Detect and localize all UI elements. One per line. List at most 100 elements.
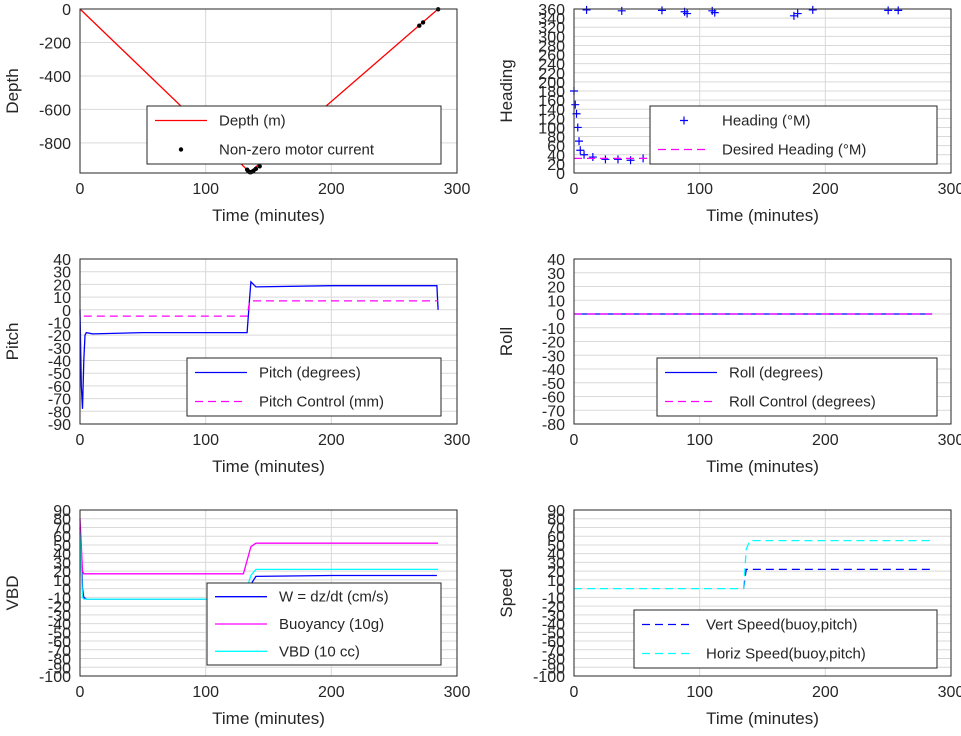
pitch-legend: Pitch (degrees) Pitch Control (mm) (186, 357, 442, 417)
pitch-ytick-label: -90 (48, 417, 71, 434)
speed-xtick-label: 0 (570, 684, 579, 701)
heading-ylabel: Heading (497, 59, 516, 122)
vbd-legend-label: Buoyancy (10g) (279, 616, 384, 633)
heading-ytick-label: 200 (538, 75, 565, 92)
vbd-ytick-label: -50 (48, 625, 71, 642)
heading-ytick-label: 280 (538, 38, 565, 55)
roll-legend-box (656, 357, 938, 417)
pitch-ylabel: Pitch (3, 323, 22, 361)
speed-ytick-label: -20 (542, 599, 565, 616)
roll-xtick-label: 300 (938, 432, 961, 449)
roll-legend-label: Roll Control (degrees) (729, 394, 876, 411)
depth-ytick-label: 0 (62, 2, 71, 19)
speed-ytick-label: 10 (547, 573, 565, 590)
heading-series-0-point (576, 146, 585, 155)
heading-series-0-point (657, 6, 666, 15)
roll-xtick-label: 0 (570, 432, 579, 449)
heading-series-0-point (808, 5, 817, 14)
speed-ytick-label: 40 (547, 547, 565, 564)
depth-legend: Depth (m) Non-zero motor current (146, 105, 442, 165)
vbd-legend-label: W = dz/dt (cm/s) (279, 589, 389, 606)
vbd-series-1-line (79, 518, 439, 575)
heading-ytick-label: 140 (538, 102, 565, 119)
roll-ytick-label: -10 (542, 321, 565, 338)
vbd-series-2-line (79, 531, 439, 600)
heading-series-0-point (580, 150, 589, 159)
heading-legend-label: Desired Heading (°M) (722, 142, 866, 159)
vbd-xtick-label: 200 (318, 684, 345, 701)
pitch-ytick-label: -60 (48, 379, 71, 396)
vbd-ytick-label: 50 (53, 538, 71, 555)
speed-ytick-label: 80 (547, 512, 565, 529)
heading-ytick-label: 340 (538, 11, 565, 28)
vbd-ytick-label: 60 (53, 529, 71, 546)
depth-xtick-label: 0 (76, 181, 85, 198)
speed-ytick-label: -80 (542, 652, 565, 669)
roll-xtick-label: 200 (812, 432, 839, 449)
depth-series-1-point (420, 20, 426, 25)
vbd-ytick-label: 70 (53, 520, 71, 537)
roll-ytick-label: -50 (542, 376, 565, 393)
heading-xtick-label: 100 (686, 181, 713, 198)
vbd-ytick-label: -100 (39, 669, 71, 686)
roll-ytick-label: 40 (547, 252, 565, 269)
speed-ylabel: Speed (497, 568, 516, 617)
pitch-legend-label: Pitch Control (mm) (259, 394, 384, 411)
pitch-xtick-label: 100 (192, 432, 219, 449)
depth-axes-box (79, 8, 458, 174)
roll-ytick-label: -40 (542, 362, 565, 379)
pitch-series-1-line (83, 300, 439, 317)
roll-ytick-label: 0 (556, 307, 565, 324)
depth-legend-box (146, 105, 442, 165)
vbd-ytick-label: -70 (48, 643, 71, 660)
depth-ytick-label: -400 (39, 69, 71, 86)
speed-ytick-label: -100 (533, 669, 565, 686)
vbd-ytick-label: 30 (53, 555, 71, 572)
pitch-xlabel: Time (minutes) (212, 457, 325, 476)
pitch-legend-box (186, 357, 442, 417)
roll-ytick-label: -80 (542, 417, 565, 434)
heading-series-0-point (613, 155, 622, 164)
vbd-ytick-label: 0 (62, 582, 71, 599)
vbd-ytick-label: -30 (48, 608, 71, 625)
speed-axes-box (573, 509, 952, 677)
pitch-ytick-label: 20 (53, 277, 71, 294)
roll-axes-box (573, 258, 952, 425)
vbd-ytick-label: 90 (53, 503, 71, 520)
roll-ytick-label: 30 (547, 266, 565, 283)
speed-xtick-label: 200 (812, 684, 839, 701)
heading-ytick-label: 220 (538, 66, 565, 83)
heading-ytick-label: 100 (538, 120, 565, 137)
vbd-xtick-label: 0 (76, 684, 85, 701)
depth-panel: 0 100 200 300 0 -200 -400 -600 -800 Time (minutes… (3, 2, 470, 225)
heading-ytick-label: 300 (538, 29, 565, 46)
depth-ylabel: Depth (3, 68, 22, 113)
vbd-legend-label: VBD (10 cc) (279, 643, 360, 660)
heading-xtick-label: 0 (570, 181, 579, 198)
vbd-legend: W = dz/dt (cm/s) Buoyancy (10g) VBD (10 cc… (206, 582, 442, 666)
vbd-ytick-label: 10 (53, 573, 71, 590)
vbd-ylabel: VBD (3, 576, 22, 611)
vbd-ytick-label: -10 (48, 590, 71, 607)
heading-legend-swatch (680, 116, 688, 125)
roll-ytick-label: -70 (542, 403, 565, 420)
pitch-ytick-label: -30 (48, 341, 71, 358)
roll-ytick-label: -30 (542, 348, 565, 365)
heading-series-0-point (710, 8, 719, 17)
speed-ytick-label: -90 (542, 660, 565, 677)
vbd-ytick-label: -90 (48, 660, 71, 677)
speed-legend-label: Horiz Speed(buoy,pitch) (706, 646, 866, 663)
heading-series-0-point (573, 123, 582, 132)
speed-ytick-label: -60 (542, 634, 565, 651)
vbd-panel: 0 100 200 3009080706050403020100-10-20-30-4… (3, 503, 470, 728)
vbd-axes-box (79, 509, 458, 677)
vbd-ytick-label: -80 (48, 652, 71, 669)
heading-series-0-point (582, 5, 591, 14)
vbd-ytick-label: -20 (48, 599, 71, 616)
vbd-ytick-label: 20 (53, 564, 71, 581)
depth-xtick-label: 100 (192, 181, 219, 198)
heading-ytick-label: 360 (538, 2, 565, 19)
speed-ytick-label: 20 (547, 564, 565, 581)
heading-series-0-point (575, 137, 584, 146)
